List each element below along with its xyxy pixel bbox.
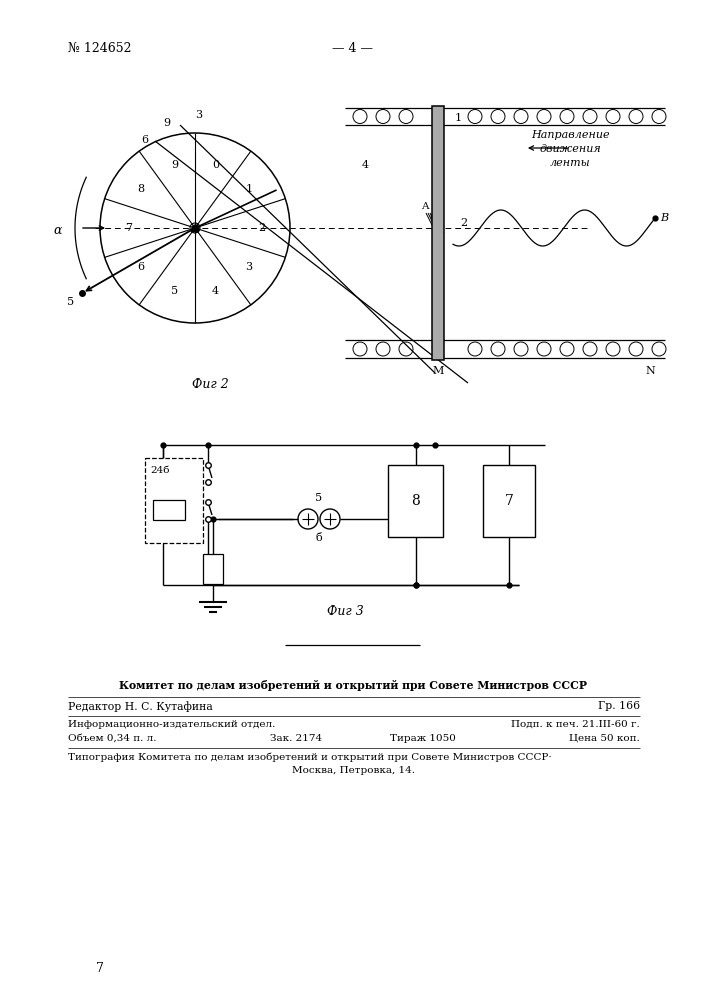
Text: 24б: 24б bbox=[150, 466, 170, 475]
Text: M: M bbox=[432, 366, 444, 376]
Text: Зак. 2174: Зак. 2174 bbox=[270, 734, 322, 743]
Text: 6: 6 bbox=[138, 262, 145, 272]
Text: N: N bbox=[645, 366, 655, 376]
Text: α: α bbox=[54, 224, 62, 236]
Text: 5: 5 bbox=[67, 297, 74, 307]
Text: Тираж 1050: Тираж 1050 bbox=[390, 734, 456, 743]
Text: 4: 4 bbox=[212, 286, 219, 296]
Text: Объем 0,34 п. л.: Объем 0,34 п. л. bbox=[68, 734, 156, 743]
Text: — 4 —: — 4 — bbox=[332, 42, 373, 55]
Bar bbox=[203, 554, 223, 584]
Bar bbox=[432, 106, 444, 360]
Text: 1: 1 bbox=[245, 184, 252, 194]
Text: 8: 8 bbox=[411, 494, 420, 508]
Text: движения: движения bbox=[539, 144, 601, 154]
Text: Фиг 3: Фиг 3 bbox=[327, 605, 363, 618]
Text: 6: 6 bbox=[141, 135, 148, 145]
Text: Цена 50 коп.: Цена 50 коп. bbox=[569, 734, 640, 743]
Text: 3: 3 bbox=[195, 110, 203, 120]
Text: 1: 1 bbox=[455, 113, 462, 123]
Text: б: б bbox=[315, 533, 322, 543]
Text: Фиг 2: Фиг 2 bbox=[192, 378, 228, 391]
Text: A: A bbox=[421, 202, 428, 211]
Text: Гр. 166: Гр. 166 bbox=[598, 701, 640, 711]
Text: Информационно-издательский отдел.: Информационно-издательский отдел. bbox=[68, 720, 275, 729]
Text: 2: 2 bbox=[258, 223, 265, 233]
Text: Редактор Н. С. Кутафина: Редактор Н. С. Кутафина bbox=[68, 701, 213, 712]
Bar bbox=[145, 458, 203, 543]
Bar bbox=[388, 465, 443, 537]
Text: Подп. к печ. 21.III-60 г.: Подп. к печ. 21.III-60 г. bbox=[511, 720, 640, 729]
Text: Направление: Направление bbox=[531, 130, 609, 140]
Text: 9: 9 bbox=[171, 160, 178, 170]
Text: 4: 4 bbox=[361, 160, 368, 170]
Text: 8: 8 bbox=[138, 184, 145, 194]
Bar bbox=[483, 465, 535, 537]
Text: Москва, Петровка, 14.: Москва, Петровка, 14. bbox=[291, 766, 414, 775]
Text: Типография Комитета по делам изобретений и открытий при Совете Министров СССР·: Типография Комитета по делам изобретений… bbox=[68, 752, 551, 762]
Text: 0: 0 bbox=[212, 160, 219, 170]
Bar bbox=[153, 500, 185, 520]
Text: 7: 7 bbox=[96, 962, 104, 975]
Text: 2: 2 bbox=[460, 218, 467, 228]
Text: 5: 5 bbox=[171, 286, 178, 296]
Text: 9: 9 bbox=[163, 118, 170, 128]
Text: № 124652: № 124652 bbox=[68, 42, 132, 55]
Text: Комитет по делам изобретений и открытий при Совете Министров СССР: Комитет по делам изобретений и открытий … bbox=[119, 680, 587, 691]
Text: 7: 7 bbox=[125, 223, 132, 233]
Text: ленты: ленты bbox=[549, 158, 590, 168]
Text: 7: 7 bbox=[505, 494, 513, 508]
Text: B: B bbox=[660, 213, 668, 223]
Text: 5: 5 bbox=[315, 493, 322, 503]
Text: 3: 3 bbox=[245, 262, 252, 272]
